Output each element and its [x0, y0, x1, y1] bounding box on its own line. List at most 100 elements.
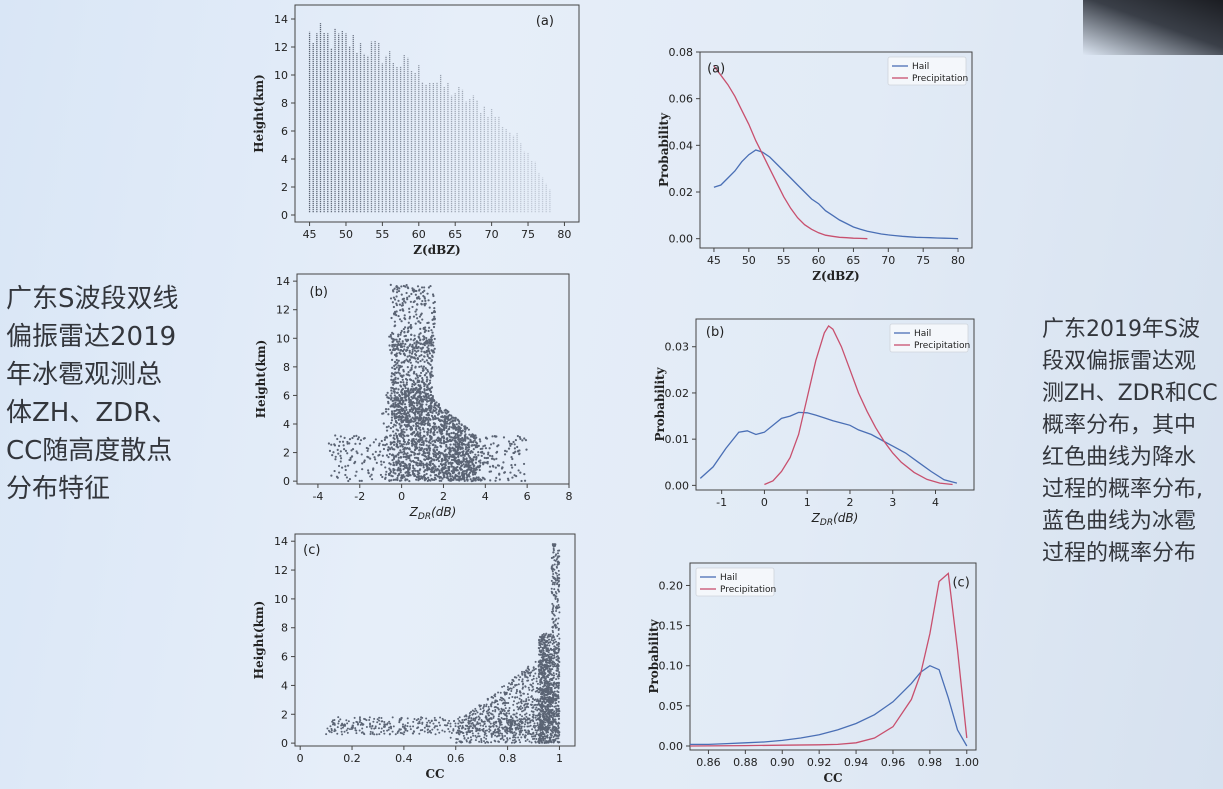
scatter-point	[557, 589, 560, 592]
scatter-point	[540, 649, 543, 652]
scatter-point	[547, 727, 550, 730]
scatter-point	[542, 675, 545, 678]
scatter-point	[452, 478, 455, 481]
scatter-point	[458, 422, 461, 425]
scatter-point	[393, 364, 396, 368]
scatter-point	[522, 692, 525, 695]
scatter-point	[396, 396, 399, 399]
scatter-point	[451, 475, 454, 478]
scatter-point	[411, 433, 414, 436]
scatter-point	[556, 666, 559, 669]
scatter-point	[552, 665, 555, 668]
scatter-point	[342, 444, 345, 447]
scatter-point	[428, 457, 432, 460]
scatter-point	[388, 335, 391, 338]
scatter-point	[477, 444, 480, 447]
scatter-point	[411, 350, 414, 353]
scatter-point	[464, 433, 467, 436]
scatter-point	[395, 454, 398, 457]
scatter-point	[431, 396, 434, 400]
scatter-point	[541, 701, 544, 704]
scatter-point	[346, 440, 349, 444]
scatter-point	[521, 733, 524, 736]
scatter-point	[549, 728, 552, 731]
scatter-point	[541, 710, 544, 713]
x-tick-label: 60	[812, 254, 826, 267]
scatter-point	[464, 425, 467, 428]
scatter-point	[426, 384, 429, 387]
scatter-point	[494, 435, 497, 438]
scatter-point	[415, 340, 419, 343]
scatter-point	[548, 705, 551, 708]
scatter-point	[545, 719, 548, 722]
scatter-point	[499, 698, 502, 701]
scatter-point	[376, 721, 379, 724]
scatter-point	[506, 477, 510, 480]
scatter-point	[547, 707, 550, 710]
scatter-point	[422, 463, 425, 467]
scatter-point	[488, 447, 491, 450]
scatter-point	[404, 377, 408, 381]
scatter-point	[340, 727, 343, 730]
x-tick-label: 0.6	[447, 752, 465, 765]
scatter-point	[471, 726, 474, 729]
scatter-point	[380, 463, 383, 466]
scatter-point	[479, 712, 482, 715]
scatter-point	[524, 700, 527, 703]
scatter-point	[394, 343, 397, 346]
scatter-point	[523, 717, 526, 720]
scatter-point	[397, 348, 400, 351]
scatter-point	[422, 381, 425, 384]
scatter-point	[471, 732, 474, 735]
scatter-point	[390, 378, 393, 381]
scatter-point	[396, 469, 399, 472]
scatter-point	[393, 394, 396, 397]
scatter-point	[551, 618, 554, 621]
scatter-point	[457, 425, 460, 428]
scatter-point	[540, 737, 543, 740]
scatter-point	[542, 667, 545, 670]
scatter-point	[368, 719, 371, 722]
scatter-point	[471, 479, 475, 482]
scatter-point	[541, 634, 544, 637]
scatter-point	[434, 444, 437, 447]
scatter-point	[402, 374, 405, 377]
scatter-point	[423, 458, 427, 461]
scatter-point	[497, 708, 500, 711]
scatter-point	[500, 699, 503, 702]
scatter-point	[557, 633, 560, 636]
scatter-point	[549, 710, 552, 713]
scatter-point	[403, 423, 406, 427]
scatter-point	[414, 357, 417, 360]
scatter-point	[380, 716, 383, 719]
scatter-point	[414, 397, 417, 400]
scatter-point	[532, 688, 535, 691]
scatter-point	[474, 707, 477, 710]
scatter-point	[483, 720, 486, 723]
scatter-point	[548, 657, 551, 660]
scatter-point	[482, 707, 485, 710]
scatter-point	[529, 724, 532, 727]
scatter-point	[454, 456, 458, 459]
scatter-point	[396, 476, 399, 480]
scatter-point	[387, 446, 390, 449]
scatter-point	[432, 466, 435, 470]
scatter-point	[419, 422, 422, 425]
scatter-point	[428, 725, 431, 728]
scatter-point	[478, 722, 481, 725]
x-tick-label: 55	[777, 254, 791, 267]
scatter-point	[383, 732, 386, 735]
scatter-point	[447, 418, 450, 422]
scatter-point	[544, 691, 547, 694]
scatter-point	[528, 717, 531, 720]
scatter-point	[554, 698, 557, 701]
scatter-point	[406, 390, 409, 393]
scatter-point	[423, 451, 426, 454]
scatter-point	[420, 350, 423, 353]
scatter-point	[454, 432, 457, 436]
scatter-point	[432, 431, 435, 434]
scatter-point	[558, 722, 561, 725]
scatter-point	[463, 435, 467, 438]
scatter-point	[417, 380, 421, 384]
